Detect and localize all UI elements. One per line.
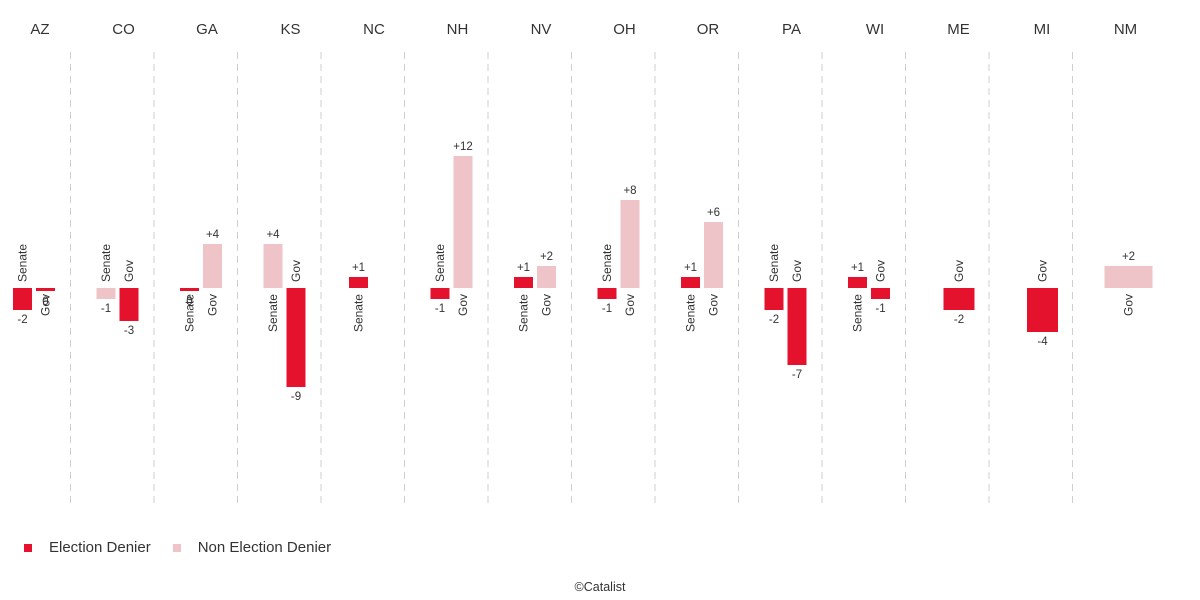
bar-ga-gov (203, 244, 222, 288)
value-label-ga-gov: +4 (206, 229, 220, 241)
bar-co-gov (119, 288, 139, 321)
race-label-co-senate: Senate (99, 244, 113, 282)
race-label-ks-gov: Gov (289, 260, 303, 282)
bar-oh-gov (620, 200, 640, 288)
bar-nv-gov (537, 266, 556, 288)
value-label-co-senate: -1 (101, 303, 111, 315)
race-label-pa-gov: Gov (790, 260, 804, 282)
race-label-co-gov: Gov (122, 260, 136, 282)
value-label-me-gov: -2 (954, 314, 964, 326)
state-label-nm: NM (1114, 21, 1137, 38)
bar-pa-gov (787, 288, 807, 365)
value-label-ks-senate: +4 (266, 229, 280, 241)
value-label-ks-gov: -9 (291, 391, 301, 403)
bar-nh-senate (430, 288, 450, 299)
bar-wi-senate (848, 277, 867, 288)
state-label-me: ME (947, 21, 970, 38)
bar-mi-gov (1027, 288, 1058, 332)
race-label-oh-gov: Gov (623, 294, 637, 316)
value-label-nv-gov: +2 (540, 251, 553, 263)
chart: AZ-2Senate0GovCO-1Senate-3GovGA0Senate+4… (13, 21, 1153, 505)
bar-nh-gov (453, 156, 473, 288)
value-label-or-senate: +1 (684, 262, 697, 274)
state-label-nc: NC (363, 21, 385, 38)
race-label-nv-senate: Senate (517, 294, 531, 332)
bar-me-gov (943, 288, 975, 310)
race-label-nh-gov: Gov (456, 294, 470, 316)
value-label-az-senate: -2 (17, 314, 27, 326)
state-label-co: CO (112, 21, 135, 38)
value-label-or-gov: +6 (707, 207, 720, 219)
race-label-nm-gov: Gov (1122, 294, 1136, 316)
state-label-mi: MI (1034, 21, 1051, 38)
legend-label-non-election-denier: Non Election Denier (197, 539, 332, 556)
value-label-oh-senate: -1 (602, 303, 612, 315)
state-label-nv: NV (531, 21, 552, 38)
value-label-co-gov: -3 (124, 325, 134, 337)
state-label-wi: WI (866, 21, 884, 38)
bar-pa-senate (764, 288, 784, 310)
value-label-nc-senate: +1 (352, 262, 365, 274)
race-label-ga-gov: Gov (206, 294, 220, 316)
state-label-nh: NH (447, 21, 469, 38)
legend: Election Denier Non Election Denier (24, 539, 353, 556)
race-label-nv-gov: Gov (540, 294, 554, 316)
value-label-wi-gov: -1 (875, 303, 885, 315)
legend-label-election-denier: Election Denier (49, 539, 151, 556)
bar-nv-senate (514, 277, 533, 288)
state-label-oh: OH (613, 21, 636, 38)
state-label-ga: GA (196, 21, 218, 38)
race-label-me-gov: Gov (952, 260, 966, 282)
legend-swatch-non-election-denier (172, 543, 181, 552)
bar-or-senate (681, 277, 700, 288)
race-label-mi-gov: Gov (1036, 260, 1050, 282)
race-label-ks-senate: Senate (266, 294, 280, 332)
race-label-or-gov: Gov (707, 294, 721, 316)
race-label-wi-gov: Gov (874, 260, 888, 282)
race-label-or-senate: Senate (684, 294, 698, 332)
value-label-oh-gov: +8 (623, 185, 636, 197)
bar-co-senate (96, 288, 116, 299)
legend-swatch-election-denier (24, 543, 32, 552)
legend-item-non-election-denier: Non Election Denier (172, 539, 332, 556)
value-label-az-gov: 0 (42, 296, 48, 308)
state-label-az: AZ (30, 21, 49, 38)
value-label-nm-gov: +2 (1122, 251, 1135, 263)
legend-item-election-denier: Election Denier (24, 539, 151, 556)
bar-oh-senate (597, 288, 617, 299)
bar-az-senate (13, 288, 32, 310)
state-label-or: OR (697, 21, 720, 38)
bar-ks-senate (263, 244, 283, 288)
value-label-mi-gov: -4 (1037, 336, 1048, 348)
race-label-nh-senate: Senate (433, 244, 447, 282)
state-label-ks: KS (280, 21, 300, 38)
state-label-pa: PA (782, 21, 801, 38)
bar-wi-gov (871, 288, 890, 299)
race-label-az-senate: Senate (16, 244, 30, 282)
value-label-nh-senate: -1 (435, 303, 445, 315)
value-label-nv-senate: +1 (517, 262, 530, 274)
race-label-oh-senate: Senate (600, 244, 614, 282)
bar-nm-gov (1104, 266, 1153, 288)
value-label-wi-senate: +1 (851, 262, 864, 274)
bar-ks-gov (286, 288, 306, 387)
value-label-pa-senate: -2 (769, 314, 779, 326)
race-label-pa-senate: Senate (767, 244, 781, 282)
race-label-nc-senate: Senate (352, 294, 366, 332)
credit: ©Catalist (574, 580, 626, 594)
race-label-wi-senate: Senate (851, 294, 865, 332)
value-label-ga-senate: 0 (186, 296, 192, 308)
value-label-nh-gov: +12 (453, 141, 473, 153)
race-label-ga-senate: Senate (183, 294, 197, 332)
bar-or-gov (704, 222, 723, 288)
bar-nc-senate (349, 277, 368, 288)
bar-ga-senate (180, 288, 199, 291)
race-label-az-gov: Gov (39, 294, 53, 316)
bar-az-gov (36, 288, 55, 291)
value-label-pa-gov: -7 (792, 369, 802, 381)
